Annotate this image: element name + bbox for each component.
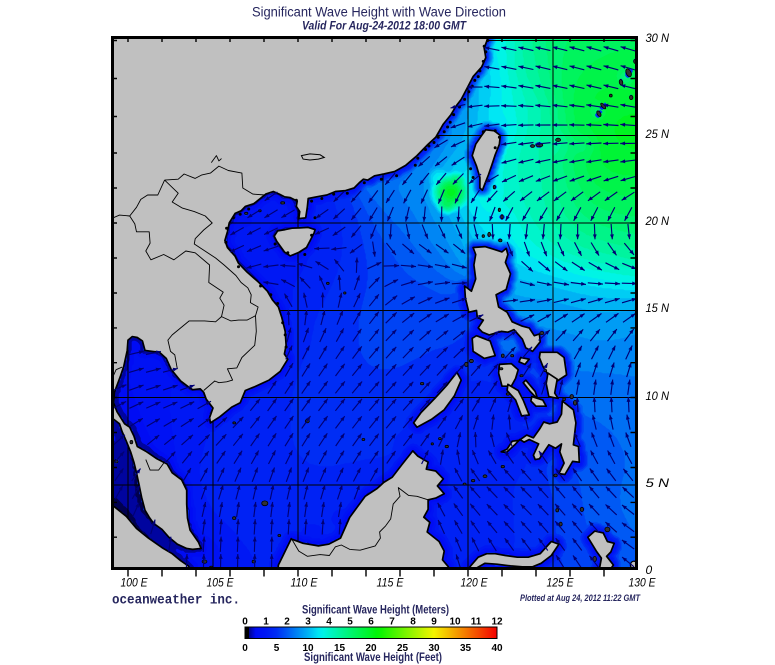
svg-text:15: 15 [334, 643, 346, 654]
svg-text:Significant Wave Height (Meter: Significant Wave Height (Meters) [302, 605, 449, 617]
svg-text:12: 12 [491, 617, 503, 628]
svg-text:0: 0 [242, 643, 248, 654]
svg-text:7: 7 [389, 617, 395, 628]
svg-text:Plotted at Aug 24, 2012 11:22: Plotted at Aug 24, 2012 11:22 GMT [520, 593, 641, 603]
svg-text:40: 40 [491, 643, 503, 654]
svg-text:10: 10 [449, 617, 461, 628]
svg-text:9: 9 [431, 617, 437, 628]
svg-text:35: 35 [460, 643, 472, 654]
svg-text:Significant Wave Height (Feet): Significant Wave Height (Feet) [304, 652, 442, 664]
svg-text:8: 8 [410, 617, 416, 628]
svg-text:oceanweather inc.: oceanweather inc. [112, 594, 240, 609]
svg-text:5: 5 [274, 643, 280, 654]
svg-text:11: 11 [471, 617, 482, 628]
svg-text:30: 30 [428, 643, 440, 654]
svg-text:25: 25 [397, 643, 409, 654]
svg-text:100 E: 100 E [121, 576, 149, 590]
svg-text:6: 6 [368, 617, 374, 628]
svg-text:3: 3 [305, 617, 311, 628]
svg-text:0: 0 [646, 563, 653, 577]
svg-text:15 N: 15 N [646, 301, 670, 315]
svg-text:Valid For Aug-24-2012 18:00 GM: Valid For Aug-24-2012 18:00 GMT [302, 19, 467, 33]
svg-text:5 N: 5 N [646, 476, 670, 490]
svg-text:25 N: 25 N [645, 127, 670, 141]
svg-text:Significant Wave Height with W: Significant Wave Height with Wave Direct… [252, 5, 506, 20]
svg-text:125 E: 125 E [547, 576, 575, 590]
svg-text:120 E: 120 E [461, 576, 489, 590]
svg-text:115 E: 115 E [377, 576, 405, 590]
svg-text:4: 4 [326, 617, 332, 628]
svg-text:1: 1 [263, 617, 269, 628]
svg-text:5: 5 [347, 617, 353, 628]
svg-text:2: 2 [284, 617, 290, 628]
svg-text:20 N: 20 N [645, 214, 670, 228]
svg-text:20: 20 [365, 643, 377, 654]
svg-text:30 N: 30 N [646, 31, 670, 45]
svg-text:10 N: 10 N [646, 389, 670, 403]
svg-text:110 E: 110 E [291, 576, 319, 590]
svg-text:10: 10 [302, 643, 314, 654]
svg-text:105 E: 105 E [207, 576, 235, 590]
svg-text:130 E: 130 E [629, 576, 657, 590]
svg-text:0: 0 [242, 617, 248, 628]
